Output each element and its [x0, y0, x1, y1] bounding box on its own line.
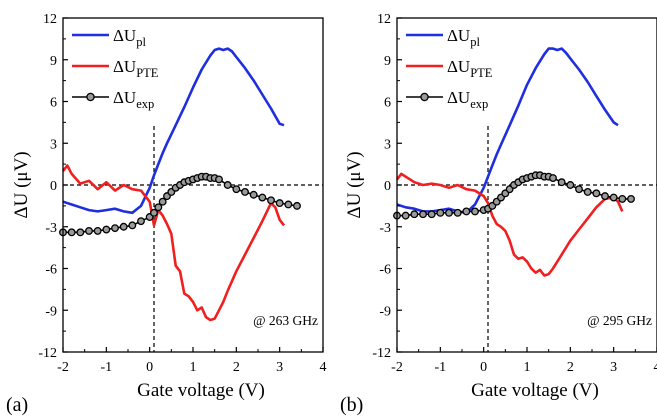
x-tick-label: 4: [654, 360, 657, 375]
data-point-exp: [158, 197, 167, 206]
data-point-exp: [275, 199, 284, 208]
data-point-exp: [154, 203, 163, 212]
data-point-exp: [137, 217, 145, 226]
data-point-exp: [119, 222, 128, 231]
data-point-exp: [453, 208, 462, 217]
x-tick-label: 1: [190, 360, 197, 375]
data-point-exp: [249, 190, 258, 199]
y-tick-label: -3: [45, 221, 57, 236]
frequency-annotation: @ 263 GHz: [253, 313, 318, 328]
data-point-exp: [618, 194, 627, 203]
y-tick-label: 6: [384, 96, 391, 111]
x-tick-label: -2: [391, 360, 403, 375]
legend-label-PTE: ΔUPTE: [113, 57, 159, 80]
legend-label-PTE: ΔUPTE: [447, 57, 493, 80]
x-tick-label: -2: [57, 360, 69, 375]
series-line-pl: [62, 47, 285, 215]
y-axis-label: ΔU (μV): [11, 151, 32, 218]
legend-marker-exp: [420, 92, 429, 102]
data-point-exp: [557, 178, 566, 187]
data-point-exp: [401, 211, 410, 220]
y-tick-label: 3: [50, 137, 57, 152]
y-tick-label: 9: [50, 54, 57, 69]
x-tick-label: 2: [233, 360, 240, 375]
data-point-exp: [419, 210, 427, 219]
data-point-exp: [609, 193, 618, 202]
data-point-exp: [627, 194, 635, 203]
x-tick-label: -1: [100, 360, 112, 375]
data-point-exp: [427, 210, 436, 219]
legend-label-exp: ΔUexp: [447, 88, 488, 111]
series-line-PTE: [61, 164, 286, 322]
data-point-exp: [85, 226, 93, 235]
data-point-exp: [462, 207, 471, 216]
legend-marker-exp: [86, 92, 95, 102]
y-axis-label: ΔU (μV): [344, 151, 365, 218]
data-point-exp: [583, 188, 592, 196]
x-tick-label: 1: [524, 360, 531, 375]
data-point-exp: [223, 181, 232, 189]
y-tick-label: -12: [38, 346, 57, 361]
legend-label-pl: ΔUpl: [113, 26, 146, 49]
x-axis-label: Gate voltage (V): [471, 380, 599, 401]
y-tick-label: 9: [384, 54, 391, 69]
y-tick-label: -12: [372, 346, 391, 361]
data-point-exp: [592, 189, 601, 198]
data-point-exp: [258, 193, 267, 202]
data-point-exp: [601, 192, 609, 201]
data-point-exp: [284, 200, 293, 209]
y-tick-label: 0: [50, 179, 57, 194]
y-tick-label: 12: [43, 12, 57, 27]
data-point-exp: [575, 185, 583, 194]
x-tick-label: 4: [320, 360, 327, 375]
y-tick-label: 12: [377, 12, 391, 27]
x-axis-label: Gate voltage (V): [137, 380, 265, 401]
data-point-exp: [102, 225, 111, 234]
y-tick-label: -6: [379, 263, 391, 278]
data-point-exp: [128, 221, 137, 230]
data-point-exp: [93, 226, 102, 235]
panel-label: (a): [6, 394, 28, 416]
data-point-exp: [566, 181, 575, 189]
frequency-annotation: @ 295 GHz: [587, 313, 652, 328]
data-point-exp: [445, 208, 453, 217]
y-tick-label: 3: [384, 137, 391, 152]
y-tick-label: -9: [379, 304, 391, 319]
legend-label-pl: ΔUpl: [447, 26, 480, 49]
x-tick-label: 0: [146, 360, 153, 375]
x-tick-label: 2: [567, 360, 574, 375]
data-point-exp: [436, 208, 445, 217]
data-point-exp: [76, 228, 85, 237]
x-tick-label: 3: [610, 360, 617, 375]
data-point-exp: [267, 196, 275, 205]
x-tick-label: 0: [480, 360, 487, 375]
y-tick-label: -3: [379, 221, 391, 236]
data-point-exp: [150, 208, 158, 217]
data-point-exp: [549, 174, 557, 182]
data-point-exp: [67, 228, 76, 237]
data-point-exp: [241, 188, 249, 196]
data-point-exp: [232, 185, 241, 194]
legend-label-exp: ΔUexp: [113, 88, 154, 111]
data-point-exp: [410, 210, 419, 219]
data-point-exp: [111, 224, 119, 233]
y-tick-label: 6: [50, 96, 57, 111]
data-point-exp: [215, 175, 223, 184]
y-tick-label: 0: [384, 179, 391, 194]
x-tick-label: 3: [276, 360, 283, 375]
y-tick-label: -9: [45, 304, 57, 319]
panel-label: (b): [340, 394, 363, 416]
data-point-exp: [293, 201, 301, 210]
x-tick-label: -1: [434, 360, 446, 375]
series-line-PTE: [395, 172, 624, 277]
data-point-exp: [471, 207, 479, 216]
y-tick-label: -6: [45, 263, 57, 278]
